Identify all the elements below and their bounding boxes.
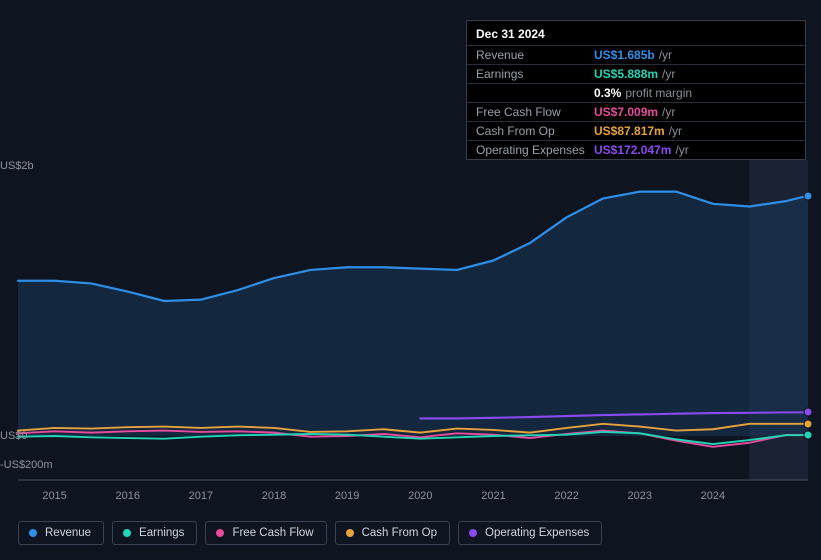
tooltip-row-value: US$5.888m bbox=[594, 67, 658, 81]
y-tick: -US$200m bbox=[0, 459, 48, 471]
x-tick: 2020 bbox=[408, 490, 432, 502]
x-tick: 2021 bbox=[481, 490, 505, 502]
legend-dot-icon bbox=[469, 529, 477, 537]
tooltip-row: Free Cash FlowUS$7.009m/yr bbox=[467, 102, 805, 121]
legend-item-free_cash_flow[interactable]: Free Cash Flow bbox=[205, 521, 326, 545]
y-tick: US$2b bbox=[0, 160, 48, 172]
tooltip-row-unit: /yr bbox=[669, 124, 682, 138]
tooltip-row-value: US$87.817m bbox=[594, 124, 665, 138]
legend-item-revenue[interactable]: Revenue bbox=[18, 521, 104, 545]
tooltip-row-value: US$7.009m bbox=[594, 105, 658, 119]
chart-tooltip: Dec 31 2024 RevenueUS$1.685b/yrEarningsU… bbox=[466, 20, 806, 160]
x-tick: 2022 bbox=[554, 490, 578, 502]
tooltip-row: RevenueUS$1.685b/yr bbox=[467, 45, 805, 64]
chart-legend: Revenue Earnings Free Cash Flow Cash From O… bbox=[18, 521, 602, 545]
legend-dot-icon bbox=[216, 529, 224, 537]
tooltip-row-value: US$1.685b bbox=[594, 48, 655, 62]
tooltip-row-unit: /yr bbox=[662, 105, 675, 119]
legend-item-label: Operating Expenses bbox=[485, 527, 589, 539]
legend-item-label: Free Cash Flow bbox=[232, 527, 313, 539]
cash_from_op-end-marker bbox=[804, 419, 813, 428]
legend-dot-icon bbox=[123, 529, 131, 537]
x-tick: 2019 bbox=[335, 490, 359, 502]
legend-item-label: Revenue bbox=[45, 527, 91, 539]
revenue-end-marker bbox=[804, 191, 813, 200]
x-tick: 2023 bbox=[628, 490, 652, 502]
tooltip-row: Operating ExpensesUS$172.047m/yr bbox=[467, 140, 805, 159]
legend-dot-icon bbox=[346, 529, 354, 537]
tooltip-row-label: Revenue bbox=[476, 48, 594, 62]
tooltip-row-unit: /yr bbox=[662, 67, 675, 81]
tooltip-row: 0.3% profit margin bbox=[467, 83, 805, 102]
tooltip-row: Cash From OpUS$87.817m/yr bbox=[467, 121, 805, 140]
legend-item-label: Cash From Op bbox=[362, 527, 437, 539]
tooltip-row: EarningsUS$5.888m/yr bbox=[467, 64, 805, 83]
tooltip-row-value: US$172.047m bbox=[594, 143, 671, 157]
x-tick: 2017 bbox=[189, 490, 213, 502]
tooltip-row-label: Free Cash Flow bbox=[476, 105, 594, 119]
legend-item-label: Earnings bbox=[139, 527, 184, 539]
legend-item-earnings[interactable]: Earnings bbox=[112, 521, 197, 545]
operating_expenses-end-marker bbox=[804, 408, 813, 417]
earnings-end-marker bbox=[804, 431, 813, 440]
tooltip-row-value: 0.3% bbox=[594, 86, 621, 100]
y-tick: US$0 bbox=[0, 430, 48, 442]
tooltip-row-label: Earnings bbox=[476, 67, 594, 81]
tooltip-row-label: Operating Expenses bbox=[476, 143, 594, 157]
tooltip-row-unit: /yr bbox=[675, 143, 688, 157]
x-tick: 2018 bbox=[262, 490, 286, 502]
tooltip-title: Dec 31 2024 bbox=[467, 21, 805, 45]
x-tick: 2016 bbox=[115, 490, 139, 502]
revenue-area bbox=[18, 192, 808, 436]
chart-canvas: US$2b US$0 -US$200m 2015 2016 2017 2018 2019 20… bbox=[0, 0, 821, 560]
legend-dot-icon bbox=[29, 529, 37, 537]
tooltip-row-margin-label: profit margin bbox=[625, 86, 692, 100]
legend-item-cash_from_op[interactable]: Cash From Op bbox=[335, 521, 450, 545]
x-tick: 2024 bbox=[701, 490, 725, 502]
tooltip-row-unit: /yr bbox=[659, 48, 672, 62]
tooltip-row-label: Cash From Op bbox=[476, 124, 594, 138]
x-tick: 2015 bbox=[42, 490, 66, 502]
legend-item-operating_expenses[interactable]: Operating Expenses bbox=[458, 521, 602, 545]
